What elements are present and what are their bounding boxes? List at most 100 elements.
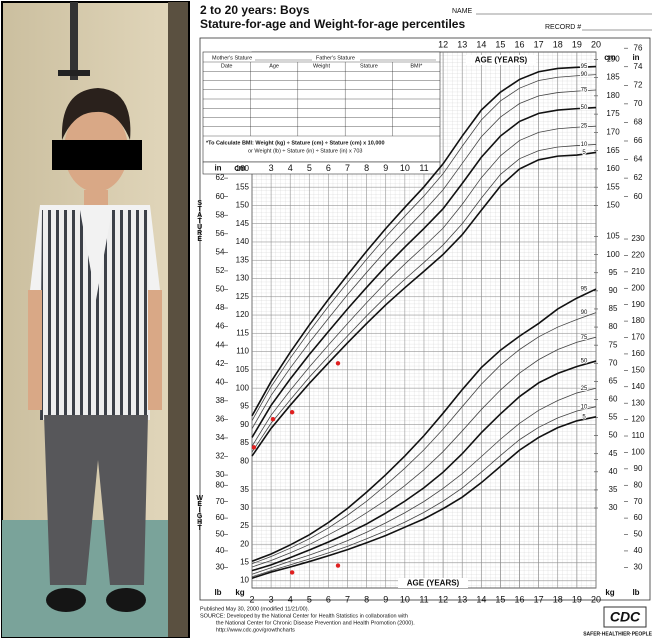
y-tick-label: 45 [609, 449, 618, 458]
y-tick-label: 40 [216, 546, 225, 555]
y-tick-label: 40 [609, 467, 618, 476]
y-tick-label: 30 [216, 470, 225, 479]
y-tick-label: 120 [631, 415, 645, 424]
column-header: Weight [313, 63, 330, 69]
y-tick-label: 60 [609, 395, 618, 404]
y-tick-label: 160 [236, 164, 250, 173]
percentile-curve [251, 387, 597, 575]
x-tick-label: 17 [534, 594, 544, 604]
x-tick-label: 18 [553, 39, 563, 49]
unit-label: kg [235, 588, 244, 597]
series-label: 75 [581, 88, 588, 94]
x-tick-label: 10 [400, 163, 410, 173]
y-tick-label: 100 [631, 448, 645, 457]
y-tick-label: 145 [236, 219, 250, 228]
y-tick-label: 60 [216, 513, 225, 522]
record-table: Mother's Stature Father's Stature Date Ag… [202, 51, 441, 175]
percentile-curve [251, 151, 597, 457]
y-tick-label: 64 [634, 155, 643, 164]
y-tick-label: 80 [609, 322, 618, 331]
percentile-curve [251, 89, 597, 429]
y-tick-label: 60 [216, 192, 225, 201]
y-axis-label: STATURE [196, 200, 203, 242]
y-tick-label: 125 [236, 292, 250, 301]
y-axis-label: WEIGHT [195, 495, 203, 531]
x-tick-label: 20 [591, 594, 601, 604]
y-tick-label: 105 [236, 365, 250, 374]
y-tick-label: 48 [216, 303, 225, 312]
y-tick-label: 80 [634, 480, 643, 489]
x-tick-label: 15 [495, 594, 505, 604]
y-tick-label: 50 [609, 431, 618, 440]
unit-label: lb [214, 588, 221, 597]
series-label: 95 [581, 64, 588, 70]
measurement-point [251, 445, 257, 450]
y-tick-label: 170 [631, 333, 645, 342]
y-tick-label: 40 [216, 377, 225, 386]
y-tick-label: 35 [609, 485, 618, 494]
series-label: 95 [581, 287, 588, 293]
y-tick-label: 185 [606, 73, 620, 82]
percentile-curve [251, 312, 597, 565]
y-tick-label: 150 [631, 365, 645, 374]
y-tick-label: 95 [609, 268, 618, 277]
y-tick-label: 105 [606, 232, 620, 241]
y-tick-label: 165 [606, 146, 620, 155]
percentile-curve [251, 288, 597, 562]
bmi-note: or Weight (lb) ÷ Stature (in) ÷ Stature … [248, 148, 362, 154]
x-tick-label: 14 [476, 594, 486, 604]
mothers-stature: Mother's Stature [212, 55, 252, 61]
y-tick-label: 55 [609, 413, 618, 422]
y-tick-label: 155 [236, 182, 250, 191]
y-tick-label: 200 [631, 283, 645, 292]
x-tick-label: 6 [326, 594, 331, 604]
x-tick-label: 16 [515, 594, 525, 604]
y-tick-label: 34 [216, 433, 225, 442]
chart-title: 2 to 20 years: Boys [200, 3, 310, 17]
series-label: 25 [581, 124, 588, 130]
y-tick-label: 20 [240, 539, 249, 548]
y-tick-label: 42 [216, 359, 225, 368]
y-tick-label: 140 [631, 382, 645, 391]
y-tick-label: 15 [240, 557, 249, 566]
footer: http://www.cdc.gov/growthcharts [216, 627, 295, 633]
x-tick-label: 3 [269, 163, 274, 173]
column-header: Stature [360, 63, 378, 69]
y-tick-label: 110 [236, 347, 249, 356]
x-tick-label: 13 [457, 39, 467, 49]
y-tick-label: 30 [609, 503, 618, 512]
photo [1, 1, 190, 638]
series-label: 10 [581, 404, 588, 410]
y-tick-label: 74 [634, 62, 643, 71]
y-tick-label: 30 [634, 562, 643, 571]
y-tick-label: 46 [216, 322, 225, 331]
x-tick-label: 12 [438, 39, 448, 49]
y-tick-label: 70 [609, 358, 618, 367]
percentile-curve [251, 416, 597, 579]
percentile-curve [251, 106, 597, 438]
y-tick-label: 175 [606, 109, 620, 118]
y-tick-label: 70 [216, 497, 225, 506]
y-tick-label: 65 [609, 376, 618, 385]
x-tick-label: 9 [383, 594, 388, 604]
y-tick-label: 140 [236, 237, 250, 246]
x-tick-label: 16 [515, 39, 525, 49]
y-tick-label: 25 [240, 521, 249, 530]
unit-label: cm [604, 53, 616, 62]
x-tick-label: 10 [400, 594, 410, 604]
y-tick-label: 90 [240, 420, 249, 429]
x-tick-label: 3 [269, 594, 274, 604]
x-tick-label: 19 [572, 594, 582, 604]
y-tick-label: 52 [216, 266, 225, 275]
y-tick-label: 62 [216, 173, 225, 182]
y-tick-label: 40 [634, 546, 643, 555]
column-header: Date [221, 63, 233, 69]
x-tick-label: 17 [534, 39, 544, 49]
percentile-curve [251, 144, 597, 453]
y-tick-label: 10 [240, 576, 249, 585]
logo-box [603, 606, 647, 628]
series-label: 5 [582, 414, 586, 420]
x-tick-label: 2 [249, 594, 254, 604]
x-tick-label: 7 [345, 163, 350, 173]
